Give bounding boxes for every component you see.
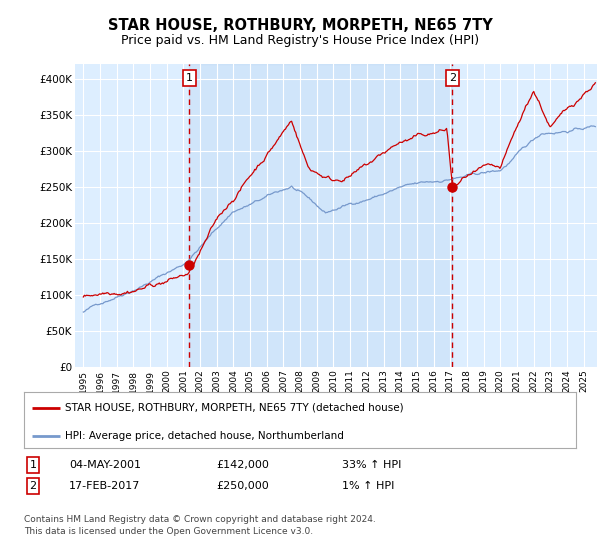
- Text: Contains HM Land Registry data © Crown copyright and database right 2024.: Contains HM Land Registry data © Crown c…: [24, 515, 376, 524]
- Text: 2: 2: [449, 73, 456, 83]
- Text: 1: 1: [29, 460, 37, 470]
- Text: Price paid vs. HM Land Registry's House Price Index (HPI): Price paid vs. HM Land Registry's House …: [121, 34, 479, 47]
- Text: 1: 1: [186, 73, 193, 83]
- Text: 04-MAY-2001: 04-MAY-2001: [69, 460, 141, 470]
- Text: STAR HOUSE, ROTHBURY, MORPETH, NE65 7TY: STAR HOUSE, ROTHBURY, MORPETH, NE65 7TY: [107, 18, 493, 32]
- Text: £250,000: £250,000: [216, 481, 269, 491]
- Text: 2: 2: [29, 481, 37, 491]
- Text: 17-FEB-2017: 17-FEB-2017: [69, 481, 140, 491]
- Text: STAR HOUSE, ROTHBURY, MORPETH, NE65 7TY (detached house): STAR HOUSE, ROTHBURY, MORPETH, NE65 7TY …: [65, 403, 404, 413]
- Text: 1% ↑ HPI: 1% ↑ HPI: [342, 481, 394, 491]
- Text: £142,000: £142,000: [216, 460, 269, 470]
- Bar: [189, 64, 452, 367]
- Text: HPI: Average price, detached house, Northumberland: HPI: Average price, detached house, Nort…: [65, 431, 344, 441]
- Text: This data is licensed under the Open Government Licence v3.0.: This data is licensed under the Open Gov…: [24, 528, 313, 536]
- Text: 33% ↑ HPI: 33% ↑ HPI: [342, 460, 401, 470]
